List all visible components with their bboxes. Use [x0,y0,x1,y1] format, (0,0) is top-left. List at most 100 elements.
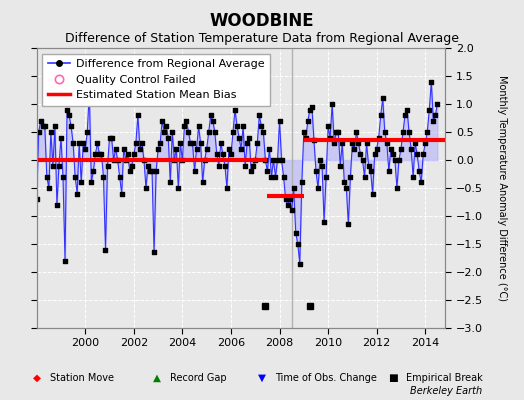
Y-axis label: Monthly Temperature Anomaly Difference (°C): Monthly Temperature Anomaly Difference (… [497,75,507,301]
Point [180,123,189,130]
Point [213,151,221,158]
Point [302,134,310,141]
Point [142,185,150,191]
Point [274,157,282,163]
Point [140,157,148,163]
Point [253,140,261,146]
Point [318,162,326,169]
Point [368,190,377,197]
Point [187,140,195,146]
Point [124,151,132,158]
Point [128,162,136,169]
Point [216,140,225,146]
Point [136,146,144,152]
Point [122,157,130,163]
Legend: Difference from Regional Average, Quality Control Failed, Estimated Station Mean: Difference from Regional Average, Qualit… [42,54,270,106]
Point [235,134,243,141]
Point [57,134,65,141]
Point [395,157,403,163]
Point [219,151,227,158]
Point [156,140,165,146]
Point [87,179,95,186]
Point [184,129,193,135]
Point [243,140,252,146]
Point [192,146,201,152]
Text: Time of Obs. Change: Time of Obs. Change [275,373,377,383]
Point [267,174,276,180]
Point [227,151,235,158]
Point [326,134,334,141]
Point [101,246,110,253]
Point [148,168,156,174]
Point [95,151,104,158]
Point [316,157,324,163]
Point [363,140,371,146]
Point [206,112,215,118]
Point [373,146,381,152]
Point [117,190,126,197]
Text: ■: ■ [388,373,398,383]
Point [61,258,69,264]
Point [423,129,431,135]
Point [427,78,435,85]
Point [257,123,266,130]
Point [59,174,67,180]
Point [352,129,361,135]
Point [421,140,430,146]
Point [433,101,442,107]
Point [239,123,247,130]
Point [269,157,278,163]
Point [42,174,51,180]
Point [71,174,79,180]
Point [392,185,401,191]
Point [296,260,304,267]
Point [391,157,399,163]
Point [338,140,346,146]
Point [67,123,75,130]
Point [162,123,170,130]
Point [308,104,316,110]
Point [113,157,122,163]
Point [160,129,168,135]
Point [81,146,90,152]
Point [271,174,280,180]
Point [425,106,433,113]
Point [249,162,257,169]
Point [263,168,271,174]
Point [405,129,413,135]
Point [375,134,383,141]
Point [383,140,391,146]
Point [209,118,217,124]
Point [164,134,172,141]
Point [314,185,322,191]
Point [237,146,245,152]
Point [378,95,387,102]
Point [170,157,179,163]
Point [281,196,290,202]
Point [348,140,356,146]
Point [112,146,120,152]
Point [73,190,81,197]
Point [255,112,264,118]
Point [350,146,358,152]
Point [291,230,300,236]
Point [190,168,199,174]
Point [65,112,73,118]
Point [83,129,92,135]
Point [97,151,106,158]
Point [366,168,375,174]
Point [247,168,255,174]
Point [300,129,308,135]
Point [32,196,41,202]
Point [419,151,428,158]
Point [75,140,83,146]
Point [293,241,302,247]
Point [288,207,296,214]
Point [304,118,312,124]
Point [399,129,407,135]
Point [166,179,174,186]
Point [99,174,107,180]
Point [176,140,184,146]
Point [85,90,93,96]
Point [105,134,114,141]
